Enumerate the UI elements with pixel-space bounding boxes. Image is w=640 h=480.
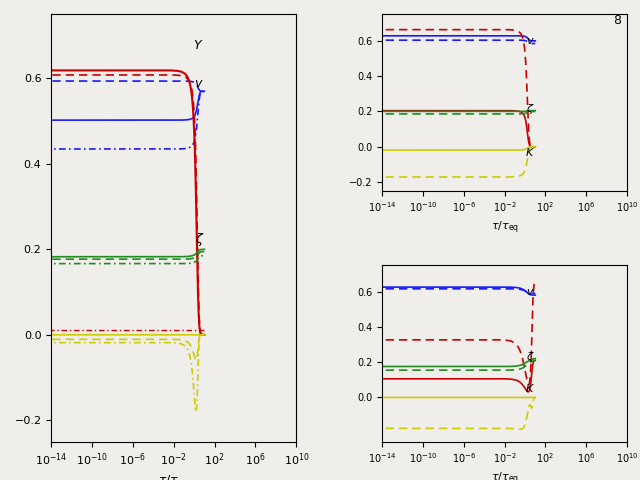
Text: $\zeta$: $\zeta$ [526,349,535,363]
X-axis label: $\tau/\tau_{\rm eq}$: $\tau/\tau_{\rm eq}$ [158,473,189,480]
X-axis label: $\tau/\tau_{\rm eq}$: $\tau/\tau_{\rm eq}$ [491,220,519,237]
Text: $\zeta$: $\zeta$ [195,231,204,248]
Text: $\zeta$: $\zeta$ [526,102,535,116]
Text: $Y$: $Y$ [193,38,204,51]
Text: $K$: $K$ [525,145,535,157]
Text: $v$: $v$ [526,36,535,47]
Text: $K$: $K$ [525,382,535,394]
Text: 8: 8 [613,14,621,27]
X-axis label: $\tau/\tau_{\rm eq}$: $\tau/\tau_{\rm eq}$ [491,471,519,480]
Text: $v$: $v$ [195,77,204,90]
Text: $v$: $v$ [526,287,535,297]
